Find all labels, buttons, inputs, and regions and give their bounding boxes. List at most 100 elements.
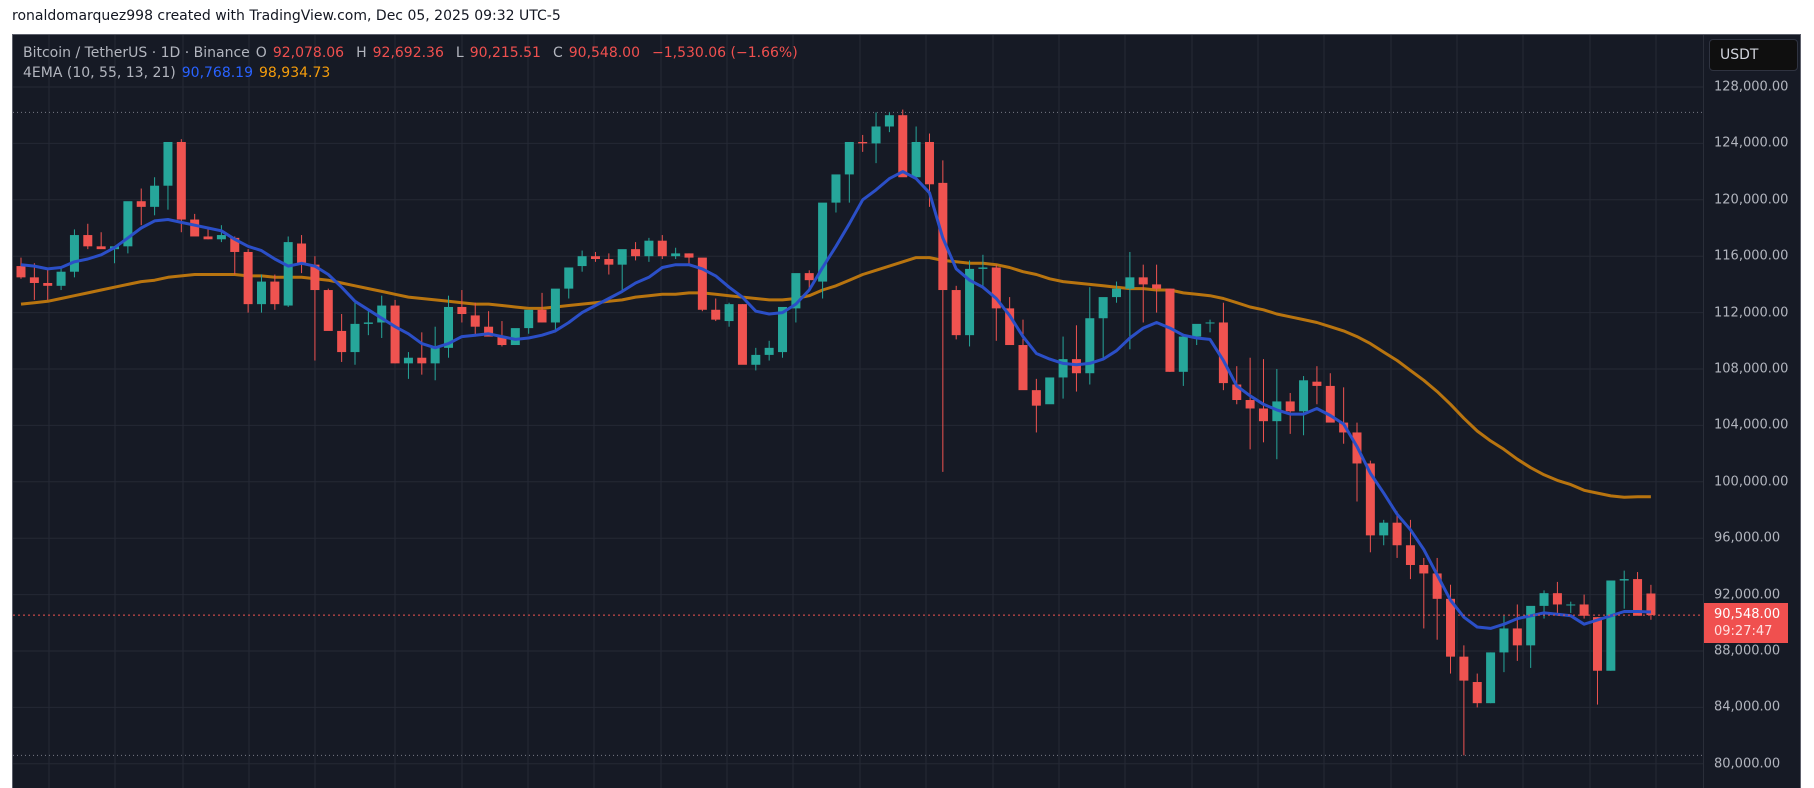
- candle-body: [363, 322, 373, 324]
- candle-body: [444, 306, 454, 348]
- candle-body: [711, 309, 721, 320]
- candle-body: [1405, 545, 1415, 565]
- candle-body: [1112, 288, 1122, 298]
- candle-body: [1486, 652, 1496, 704]
- candle-body: [751, 354, 761, 365]
- candle-body: [1566, 604, 1576, 606]
- candle-body: [1325, 385, 1335, 423]
- price-tick: 80,000.00: [1714, 756, 1781, 772]
- candle-body: [550, 288, 560, 323]
- price-tick: 112,000.00: [1714, 305, 1789, 321]
- candle-body: [1365, 463, 1375, 536]
- candle-body: [323, 290, 333, 331]
- candle-body: [1339, 422, 1349, 433]
- candle-body: [1499, 628, 1509, 653]
- chart-frame: Bitcoin / TetherUS · 1D · Binance O 92,078…: [12, 34, 1801, 788]
- symbol-title[interactable]: Bitcoin / TetherUS · 1D · Binance: [23, 45, 250, 61]
- candle-body: [350, 323, 360, 353]
- candle-body: [564, 267, 574, 289]
- candle-body: [1419, 564, 1429, 574]
- candle-body: [537, 309, 547, 323]
- plot-area[interactable]: Bitcoin / TetherUS · 1D · Binance O 92,078…: [13, 35, 1703, 788]
- candle-body: [1392, 522, 1402, 546]
- candle-body: [417, 357, 427, 364]
- candle-body: [203, 236, 213, 240]
- candle-body: [163, 141, 173, 186]
- candle-body: [270, 281, 280, 305]
- candle-body: [1045, 377, 1055, 405]
- close-value: C 90,548.00: [552, 45, 641, 61]
- candle-body: [283, 242, 293, 306]
- candle-body: [631, 249, 641, 257]
- last-price-tag: 90,548.00 09:27:47: [1704, 603, 1788, 644]
- candle-body: [764, 347, 774, 355]
- candle-body: [1539, 593, 1549, 606]
- candle-body: [844, 141, 854, 175]
- candle-body: [1579, 604, 1589, 616]
- candle-body: [831, 174, 841, 203]
- candle-body: [497, 336, 507, 346]
- candle-body: [96, 246, 106, 250]
- candle-body: [377, 305, 387, 323]
- candle-body: [644, 240, 654, 257]
- candle-body: [256, 281, 266, 305]
- candle-body: [858, 141, 868, 144]
- price-tick: 120,000.00: [1714, 192, 1789, 208]
- candle-body: [430, 346, 440, 364]
- candle-body: [804, 273, 814, 281]
- candle-body: [1432, 573, 1442, 599]
- candle-body: [1299, 380, 1309, 412]
- candle-body: [1192, 323, 1202, 337]
- candle-body: [1312, 381, 1322, 386]
- candle-body: [510, 328, 520, 346]
- currency-button[interactable]: USDT: [1709, 39, 1798, 71]
- price-tick: 100,000.00: [1714, 474, 1789, 490]
- candle-body: [737, 304, 747, 365]
- bar-countdown: 09:27:47: [1714, 624, 1773, 640]
- candle-body: [43, 282, 53, 286]
- ema-fast-line: [20, 170, 1651, 630]
- candle-body: [1205, 322, 1215, 324]
- candle-body: [965, 268, 975, 336]
- ema-slow-value: 98,934.73: [259, 65, 331, 81]
- price-tick: 96,000.00: [1714, 530, 1781, 546]
- candle-body: [1232, 384, 1242, 401]
- candle-body: [69, 235, 79, 272]
- candle-body: [176, 141, 186, 220]
- candle-body: [1552, 593, 1562, 605]
- candle-body: [243, 251, 253, 305]
- price-axis[interactable]: USDT 128,000.00 124,000.00 120,000.00 116,0…: [1703, 35, 1800, 788]
- candle-body: [1005, 308, 1015, 346]
- candle-body: [657, 240, 667, 257]
- candle-body: [1138, 277, 1148, 285]
- candle-body: [16, 266, 26, 278]
- price-tick: 128,000.00: [1714, 79, 1789, 95]
- candle-body: [470, 315, 480, 327]
- candle-body: [337, 330, 347, 353]
- candle-body: [871, 126, 881, 144]
- candle-body: [524, 309, 534, 329]
- last-price-value: 90,548.00: [1714, 607, 1781, 623]
- candle-body: [1592, 617, 1602, 671]
- chart-credit: ronaldomarquez998 created with TradingVi…: [12, 8, 561, 24]
- candle-body: [818, 202, 828, 282]
- open-value: O 92,078.06: [255, 45, 345, 61]
- candle-body: [1245, 400, 1255, 409]
- candle-body: [216, 235, 226, 240]
- candle-body: [83, 235, 93, 247]
- candle-body: [924, 141, 934, 185]
- legend-ohlc-row: Bitcoin / TetherUS · 1D · Binance O 92,078…: [23, 43, 804, 63]
- low-value: L 90,215.51: [455, 45, 541, 61]
- indicator-title[interactable]: 4EMA (10, 55, 13, 21): [23, 65, 176, 81]
- candle-body: [617, 249, 627, 265]
- candle-body: [1633, 579, 1643, 616]
- candle-body: [898, 115, 908, 178]
- candle-body: [390, 305, 400, 364]
- candle-body: [1178, 336, 1188, 372]
- price-tick: 108,000.00: [1714, 361, 1789, 377]
- candle-body: [310, 264, 320, 291]
- price-tick: 88,000.00: [1714, 643, 1781, 659]
- candle-body: [590, 256, 600, 260]
- candle-body: [403, 357, 413, 364]
- candle-body: [1619, 579, 1629, 581]
